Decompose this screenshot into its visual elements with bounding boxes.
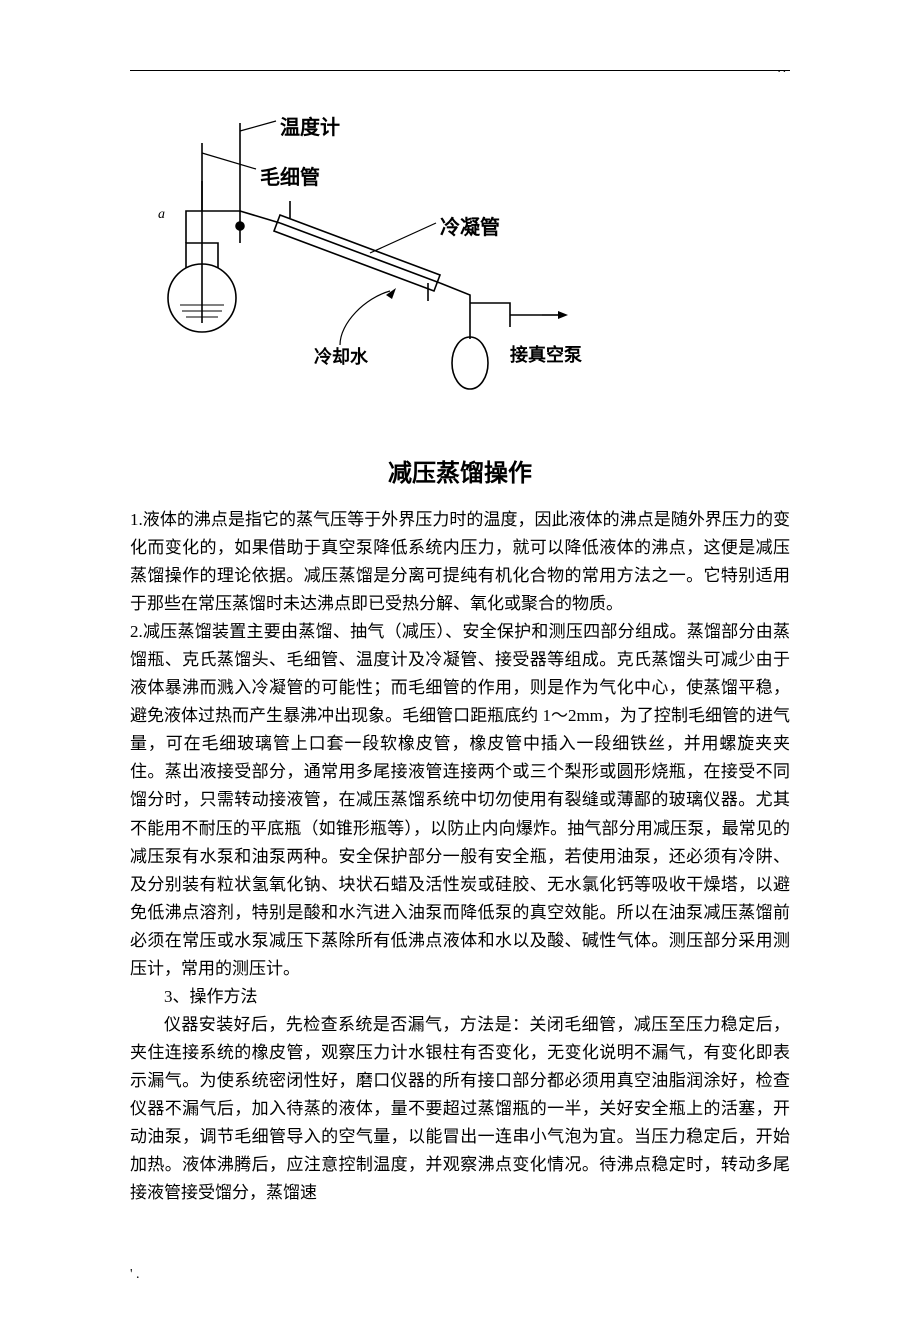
svg-text:a: a <box>158 207 165 222</box>
paragraph-3: 3、操作方法 <box>130 983 790 1011</box>
top-dots: .. <box>778 60 789 76</box>
page-title: 减压蒸馏操作 <box>130 453 790 488</box>
paragraph-1: 1.液体的沸点是指它的蒸气压等于外界压力时的温度，因此液体的沸点是随外界压力的变… <box>130 506 790 618</box>
label-capillary: 毛细管 <box>260 161 320 190</box>
diagram-svg: a <box>140 83 580 423</box>
top-rule <box>130 70 790 71</box>
paragraph-2: 2.减压蒸馏装置主要由蒸馏、抽气（减压）、安全保护和测压四部分组成。蒸馏部分由蒸… <box>130 618 790 983</box>
label-to-vacuum: 接真空泵 <box>510 341 582 367</box>
label-thermometer: 温度计 <box>280 111 340 140</box>
distillation-diagram: a <box>140 83 580 423</box>
footer-mark: ' . <box>130 1267 790 1283</box>
label-cooling-water: 冷却水 <box>314 343 368 369</box>
paragraph-4: 仪器安装好后，先检查系统是否漏气，方法是：关闭毛细管，减压至压力稳定后，夹住连接… <box>130 1011 790 1207</box>
label-condenser: 冷凝管 <box>440 211 500 240</box>
